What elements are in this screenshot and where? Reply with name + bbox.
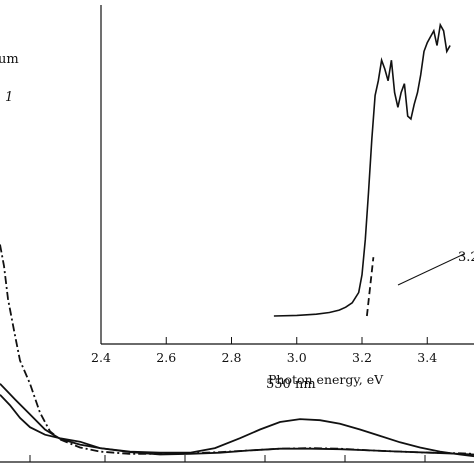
bandgap-label: 3.2	[458, 250, 474, 265]
inset-x-tick-label-4: 3.2	[352, 350, 372, 365]
inset-x-tick-label-5: 3.4	[417, 350, 437, 365]
bandgap-extrapolation-line	[366, 257, 375, 317]
inset-absorption-line	[273, 22, 451, 317]
inset-x-tick-label-3: 3.0	[287, 350, 307, 365]
inset-x-tick-label-0: 2.4	[91, 350, 111, 365]
curve-number-label: 1	[5, 90, 13, 105]
main-plot: 550 nm um 1	[0, 52, 474, 463]
inset-x-tick-label-1: 2.6	[156, 350, 176, 365]
inset-x-ticks: 2.4 2.6 2.8 3.0 3.2 3.4	[91, 337, 437, 365]
main-x-ticks	[29, 455, 426, 462]
bandgap-leader-line	[397, 253, 465, 286]
inset-plot: 2.4 2.6 2.8 3.0 3.2 3.4 3.2 Photon energy, eV	[91, 5, 474, 387]
main-series-group	[0, 244, 474, 458]
inset-x-tick-label-2: 2.8	[222, 350, 242, 365]
left-edge-label: um	[0, 52, 19, 67]
inset-background	[101, 5, 474, 344]
inset-series-group	[273, 22, 451, 317]
main-series-1-line	[0, 383, 474, 458]
main-series-3-line	[0, 394, 474, 456]
wavelength-annotation: 550 nm	[266, 377, 316, 392]
inset-x-axis-title: Photon energy, eV	[268, 372, 384, 387]
